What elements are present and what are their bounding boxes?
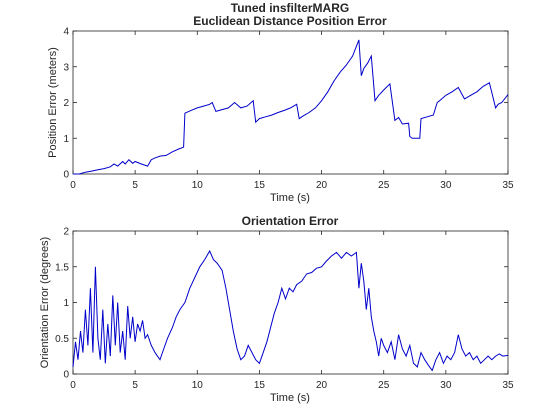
x-tick-label: 5 — [132, 380, 138, 391]
orientation-error-series-line — [72, 249, 509, 372]
x-tick-label: 15 — [254, 180, 266, 191]
x-tick-label: 20 — [316, 380, 328, 391]
y-tick-label: 4 — [63, 27, 69, 38]
x-tick-label: 0 — [70, 380, 76, 391]
figure-suptitle: Tuned insfilterMARG — [231, 1, 349, 15]
x-axis-ticks: 0 5 10 15 20 25 30 35 — [70, 231, 514, 391]
orientation-error-chart: Orientation Error 0 5 10 15 20 25 30 35 0 0.5 1 1.… — [39, 214, 514, 404]
x-tick-label: 0 — [70, 180, 76, 191]
y-tick-label: 3 — [63, 62, 69, 73]
y-tick-label: 0 — [63, 170, 69, 181]
y-tick-label: 1 — [63, 298, 69, 309]
y-axis-label: Position Error (meters) — [47, 47, 59, 158]
x-tick-label: 10 — [192, 380, 204, 391]
position-error-series-line — [73, 39, 509, 175]
x-axis-label: Time (s) — [270, 392, 310, 404]
x-tick-label: 35 — [502, 380, 514, 391]
x-tick-label: 5 — [132, 180, 138, 191]
chart-title: Orientation Error — [242, 214, 339, 228]
y-tick-label: 1 — [63, 134, 69, 145]
x-tick-label: 25 — [378, 180, 390, 191]
y-tick-label: 2 — [63, 98, 69, 109]
position-error-chart: Euclidean Distance Position Error 0 5 10 15… — [47, 14, 514, 204]
y-tick-label: 0.5 — [55, 334, 69, 345]
x-tick-label: 25 — [378, 380, 390, 391]
x-tick-label: 30 — [440, 380, 452, 391]
y-tick-label: 0 — [63, 370, 69, 381]
plot-area — [72, 30, 509, 175]
x-tick-label: 10 — [192, 180, 204, 191]
x-tick-label: 15 — [254, 380, 266, 391]
plot-area — [72, 230, 509, 375]
y-tick-label: 2 — [63, 227, 69, 238]
y-axis-ticks: 0 0.5 1 1.5 2 — [55, 227, 508, 381]
x-tick-label: 20 — [316, 180, 328, 191]
y-axis-label: Orientation Error (degrees) — [39, 237, 51, 368]
x-axis-label: Time (s) — [270, 192, 310, 204]
y-tick-label: 1.5 — [55, 262, 69, 273]
x-tick-label: 30 — [440, 180, 452, 191]
y-axis-ticks: 0 1 2 3 4 — [63, 27, 508, 181]
x-axis-ticks: 0 5 10 15 20 25 30 35 — [70, 31, 514, 191]
chart-title: Euclidean Distance Position Error — [193, 14, 387, 28]
x-tick-label: 35 — [502, 180, 514, 191]
